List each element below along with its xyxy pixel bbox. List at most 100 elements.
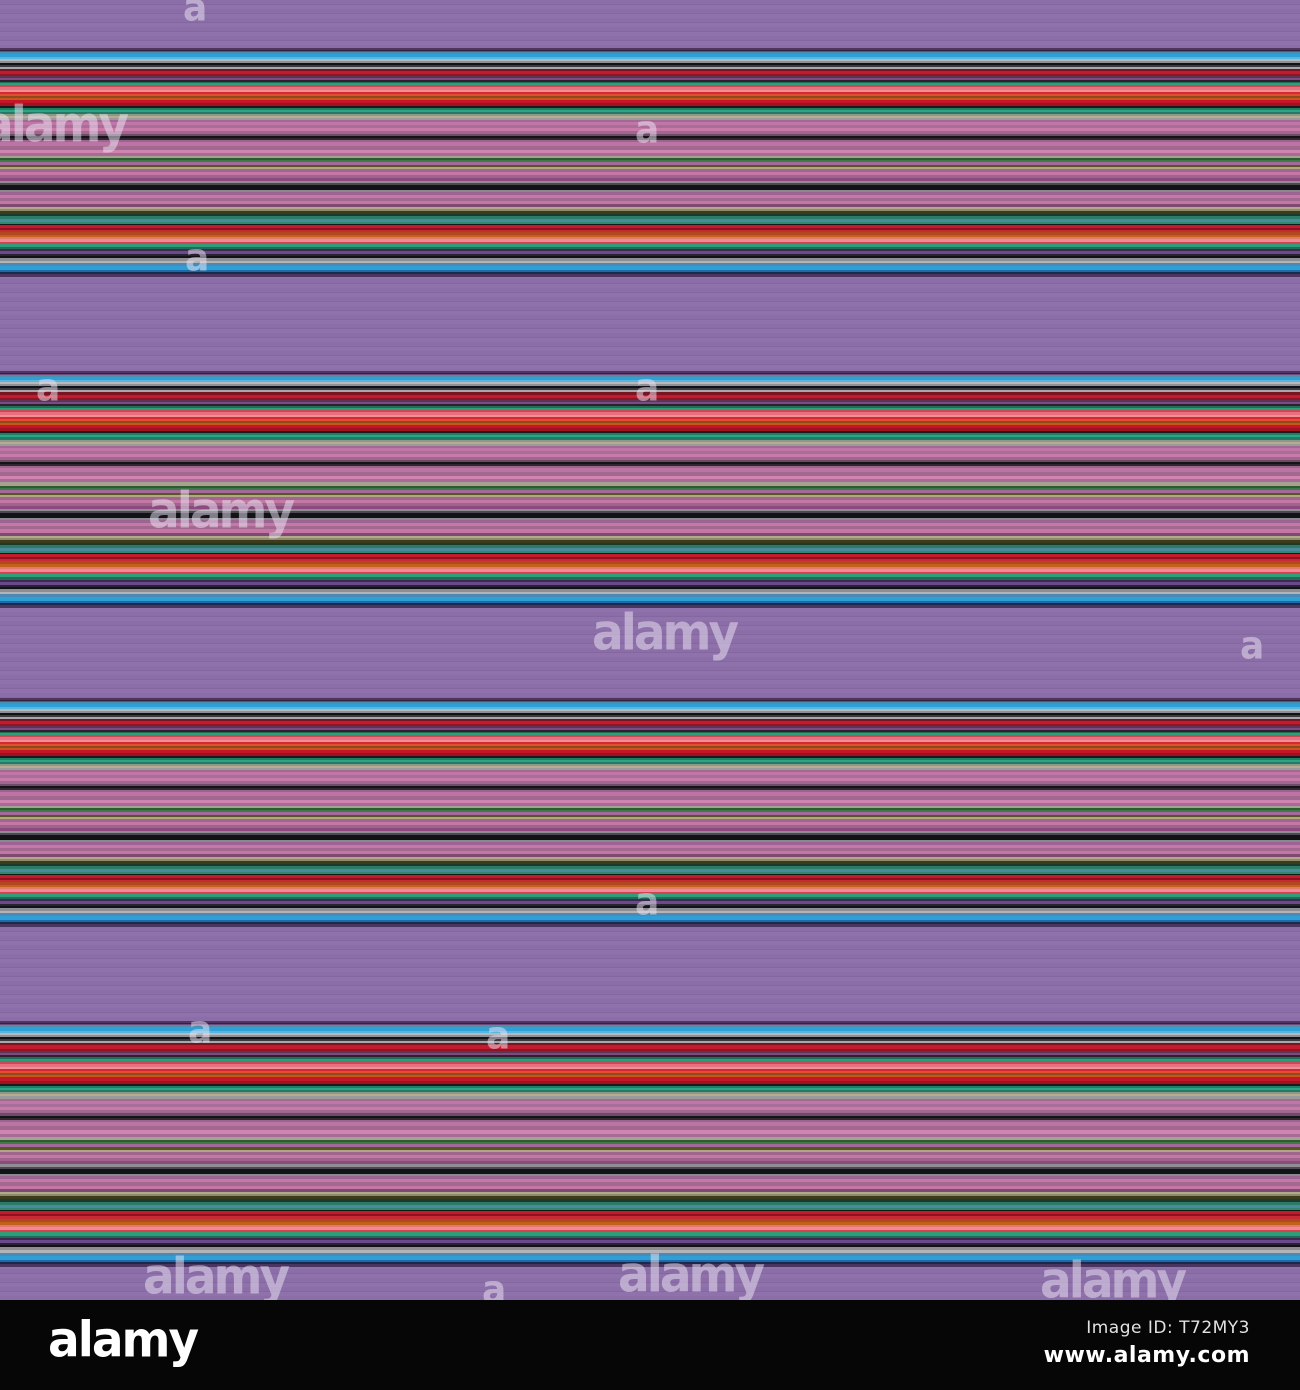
stripe [0, 127, 1300, 131]
stripe [0, 892, 1300, 895]
stripe [0, 1264, 1300, 1268]
stripe [0, 169, 1300, 173]
stripe [0, 1260, 1300, 1263]
stripe [0, 374, 1300, 376]
stripe [0, 90, 1300, 93]
stripe [0, 1194, 1300, 1197]
stripe [0, 403, 1300, 406]
stripe [0, 791, 1300, 796]
alamy-watermark-letter: a [36, 366, 60, 411]
stripe [0, 835, 1300, 841]
stripe [0, 58, 1300, 61]
stripe [0, 247, 1300, 250]
stripe [0, 75, 1300, 78]
stripe [0, 904, 1300, 907]
stripe [0, 1154, 1300, 1159]
stripe [0, 1230, 1300, 1233]
stripe [0, 735, 1300, 738]
stripe [0, 1247, 1300, 1251]
stripe [0, 596, 1300, 601]
stripe [0, 272, 1300, 274]
alamy-watermark-letter: a [486, 1014, 510, 1059]
stripe [0, 1080, 1300, 1084]
stripe [0, 485, 1300, 488]
stripe [0, 258, 1300, 262]
stripe [0, 731, 1300, 734]
footer-bar: alamy Image ID: T72MY3 www.alamy.com [0, 1300, 1300, 1390]
stripe [0, 1094, 1300, 1097]
stripe [0, 1096, 1300, 1099]
stripe [0, 526, 1300, 530]
stripe [0, 574, 1300, 578]
alamy-watermark-letter: a [185, 236, 209, 281]
stripe [0, 780, 1300, 784]
stripe [0, 394, 1300, 398]
stripe [0, 447, 1300, 451]
stripe [0, 706, 1300, 709]
stripe [0, 390, 1300, 393]
stripe [0, 1204, 1300, 1208]
stripe [0, 1196, 1300, 1200]
image-metadata: Image ID: T72MY3 www.alamy.com [1044, 1318, 1250, 1368]
stripe [0, 708, 1300, 711]
stripe [0, 192, 1300, 195]
stripe [0, 1216, 1300, 1219]
stripe [0, 908, 1300, 912]
stripe [0, 1224, 1300, 1228]
stripe [0, 417, 1300, 420]
stripe [0, 380, 1300, 383]
stripe [0, 1161, 1300, 1165]
stripe [0, 863, 1300, 866]
stripe [0, 874, 1300, 878]
stripe [0, 1176, 1300, 1180]
alamy-watermark-word: alamy [618, 1245, 765, 1305]
alamy-watermark-word: alamy [143, 1247, 290, 1307]
alamy-watermark-word: alamy [148, 481, 295, 541]
stripe [0, 703, 1300, 707]
stripe [0, 605, 1300, 609]
stripe [0, 60, 1300, 63]
stripe [0, 197, 1300, 201]
stripe [0, 1147, 1300, 1150]
stripe [0, 523, 1300, 527]
stripe [0, 1024, 1300, 1026]
stripe [0, 239, 1300, 243]
stripe [0, 831, 1300, 834]
stripe [0, 725, 1300, 728]
stripe [0, 1207, 1300, 1211]
stripe [0, 1023, 1300, 1025]
stripe [0, 48, 1300, 50]
stripe [0, 753, 1300, 757]
stripe [0, 1218, 1300, 1222]
stripe [0, 860, 1300, 864]
stripe [0, 1182, 1300, 1186]
stripe [0, 567, 1300, 570]
stripe [0, 833, 1300, 836]
stripe [0, 1245, 1300, 1248]
stripe [0, 922, 1300, 924]
stripe [0, 1048, 1300, 1051]
alamy-watermark-letter: a [183, 0, 207, 31]
stripe [0, 750, 1300, 754]
stripe [0, 1063, 1300, 1067]
stripe [0, 121, 1300, 125]
stripe [0, 441, 1300, 444]
stripe [0, 1113, 1300, 1116]
stripe [0, 877, 1300, 880]
stripe [0, 1142, 1300, 1145]
stripe [0, 221, 1300, 224]
stripe [0, 149, 1300, 153]
stripe [0, 505, 1300, 510]
stripe-band-2 [0, 371, 1300, 609]
stripe [0, 729, 1300, 732]
stripe [0, 203, 1300, 207]
stripe [0, 785, 1300, 788]
stripe [0, 1073, 1300, 1076]
stripe [0, 1158, 1300, 1162]
stripe [0, 195, 1300, 198]
stripe [0, 850, 1300, 854]
stripe [0, 98, 1300, 101]
stripe [0, 155, 1300, 159]
stripe [0, 1087, 1300, 1091]
stripe [0, 386, 1300, 389]
